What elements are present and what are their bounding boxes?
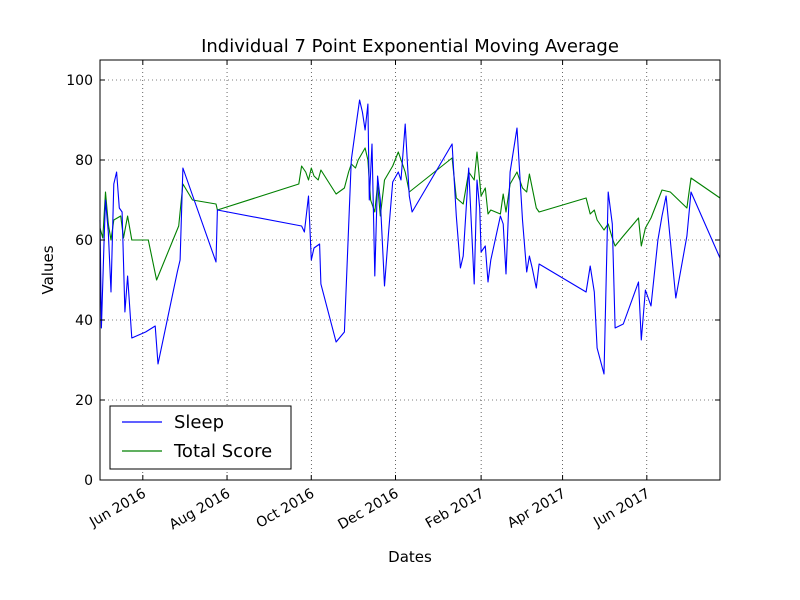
- x-tick-label: Feb 2017: [423, 486, 487, 532]
- x-axis-label: Dates: [388, 548, 432, 566]
- y-tick-label: 100: [66, 73, 93, 89]
- legend-label-total-score: Total Score: [173, 441, 272, 462]
- y-tick-label: 80: [75, 153, 93, 169]
- x-tick-label: Dec 2016: [335, 486, 401, 533]
- y-tick-label: 40: [75, 313, 93, 329]
- y-tick-label: 0: [84, 473, 93, 489]
- x-tick-label: Jun 2016: [86, 486, 149, 531]
- x-tick-label: Oct 2016: [254, 486, 318, 532]
- series-line-total-score: [100, 148, 720, 280]
- chart-title: Individual 7 Point Exponential Moving Av…: [201, 36, 619, 57]
- series-lines: [100, 100, 720, 374]
- x-tick-label: Aug 2016: [167, 486, 233, 534]
- legend-label-sleep: Sleep: [174, 412, 224, 433]
- y-axis-label: Values: [39, 245, 57, 294]
- y-tick-label: 20: [75, 393, 93, 409]
- x-tick-label: Apr 2017: [505, 486, 569, 532]
- x-tick-label: Jun 2017: [590, 486, 653, 531]
- y-tick-label: 60: [75, 233, 93, 249]
- series-line-sleep: [100, 100, 720, 374]
- legend: Sleep Total Score: [110, 406, 291, 469]
